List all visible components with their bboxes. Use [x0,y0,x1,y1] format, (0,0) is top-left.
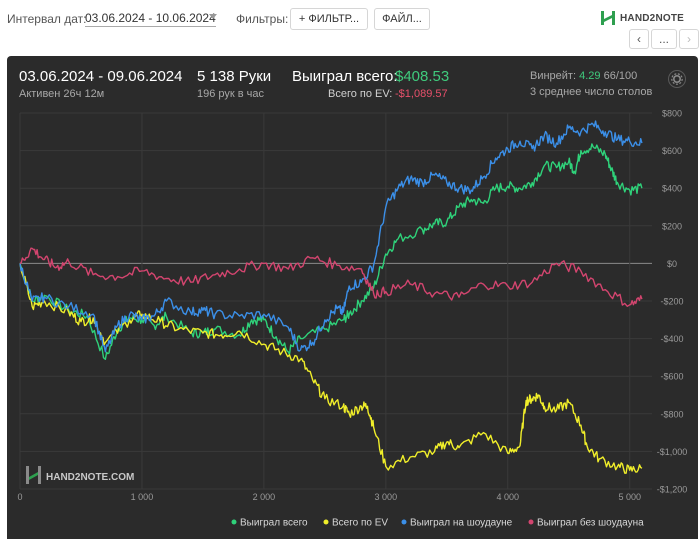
ev-total-value: -$1,089.57 [395,88,448,100]
legend-label[interactable]: Выиграл без шоудауна [537,517,644,529]
watermark-logo-icon [26,466,29,484]
period-title: 03.06.2024 - 09.06.2024 [19,68,183,85]
active-time: Активен 26ч 12м [19,88,105,100]
y-tick-label: -$800 [660,409,683,419]
filters-label: Фильтры: [236,12,289,26]
legend-label[interactable]: Выиграл на шоудауне [410,518,513,529]
watermark: HAND2NOTE.COM [26,466,134,484]
winrate-label: Винрейт: [530,70,577,82]
y-tick-label: $800 [662,109,682,119]
y-tick-label: -$1,200 [657,485,688,495]
x-tick-label: 4 000 [497,492,520,502]
brand-logo: HAND2NOTE [600,10,684,26]
legend-marker[interactable] [231,519,237,525]
x-tick-label: 3 000 [375,492,398,502]
chart-lines [19,120,643,474]
y-tick-label: $0 [667,259,677,269]
legend-marker[interactable] [528,519,534,525]
next-button[interactable]: › [679,29,699,49]
series-line-2 [19,120,643,353]
series-line-3 [19,247,643,307]
legend-marker[interactable] [323,519,329,525]
graph-panel: 03.06.2024 - 09.06.2024 Активен 26ч 12м … [7,56,698,539]
h2n-logo-icon [600,10,616,26]
x-tick-label: 2 000 [253,492,276,502]
brand-name: HAND2NOTE [620,12,685,24]
y-tick-label: -$200 [660,297,683,307]
y-tick-label: $400 [662,184,682,194]
y-tick-label: -$400 [660,334,683,344]
chart-grid [19,112,652,490]
legend-label[interactable]: Всего по EV [332,518,388,529]
series-line-1 [19,263,643,474]
more-button[interactable]: ... [651,29,677,49]
ev-total-label: Всего по EV: [328,88,393,100]
add-filter-button[interactable]: + ФИЛЬТР... [290,8,368,30]
y-tick-label: -$600 [660,372,683,382]
x-tick-label: 0 [17,492,22,502]
date-range-select[interactable]: 03.06.2024 - 10.06.2024 [85,11,216,27]
file-button[interactable]: ФАЙЛ... [374,8,430,30]
winrate: Винрейт: 4.29 66/100 [530,70,637,82]
toolbar: Интервал дат: 03.06.2024 - 10.06.2024 Фи… [0,0,700,56]
won-total-value: $408.53 [395,68,450,85]
winrate-rest: 66/100 [603,70,638,82]
x-tick-label: 5 000 [618,492,641,502]
legend-marker[interactable] [401,519,407,525]
series-line-0 [19,143,643,360]
chevron-down-icon[interactable] [209,14,217,19]
prev-button[interactable]: ‹ [629,29,649,49]
tables-average: 3 среднее число столов [530,86,653,98]
x-tick-label: 1 000 [131,492,154,502]
legend-label[interactable]: Выиграл всего [240,518,308,529]
y-tick-label: $200 [662,221,682,231]
x-axis: 0 1 000 2 000 3 000 4 000 5 000 [17,492,640,502]
hands-count: 5 138 Руки [197,68,272,85]
interval-label: Интервал дат: [7,12,87,26]
hands-per-hour: 196 рук в час [197,88,265,100]
y-axis: $800 $600 $400 $200 $0 -$200 -$400 -$600 -$800 -$… [657,109,688,495]
y-tick-label: $600 [662,146,682,156]
winrate-value: 4.29 [579,70,601,82]
won-total-label: Выиграл всего: [292,68,398,85]
y-tick-label: -$1,000 [657,447,688,457]
chart-legend: Выиграл всего Всего по EV Выиграл на шоуда… [231,517,644,529]
settings-gear-icon[interactable] [668,70,686,88]
watermark-text: HAND2NOTE.COM [46,472,134,483]
